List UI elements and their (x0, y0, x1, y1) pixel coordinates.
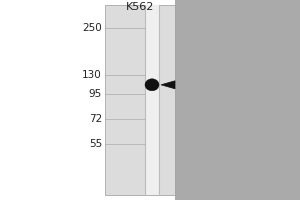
Bar (175, 0, 300, 200)
Bar (145, 5, 159, 195)
Text: 55: 55 (89, 139, 102, 149)
Polygon shape (161, 81, 175, 89)
Bar (105, 5, 175, 195)
Ellipse shape (145, 79, 159, 91)
Text: K562: K562 (126, 2, 154, 12)
Text: 250: 250 (82, 23, 102, 33)
Text: 95: 95 (89, 89, 102, 99)
Text: 72: 72 (89, 114, 102, 124)
Bar (0, 0, 105, 200)
Text: 130: 130 (82, 70, 102, 80)
